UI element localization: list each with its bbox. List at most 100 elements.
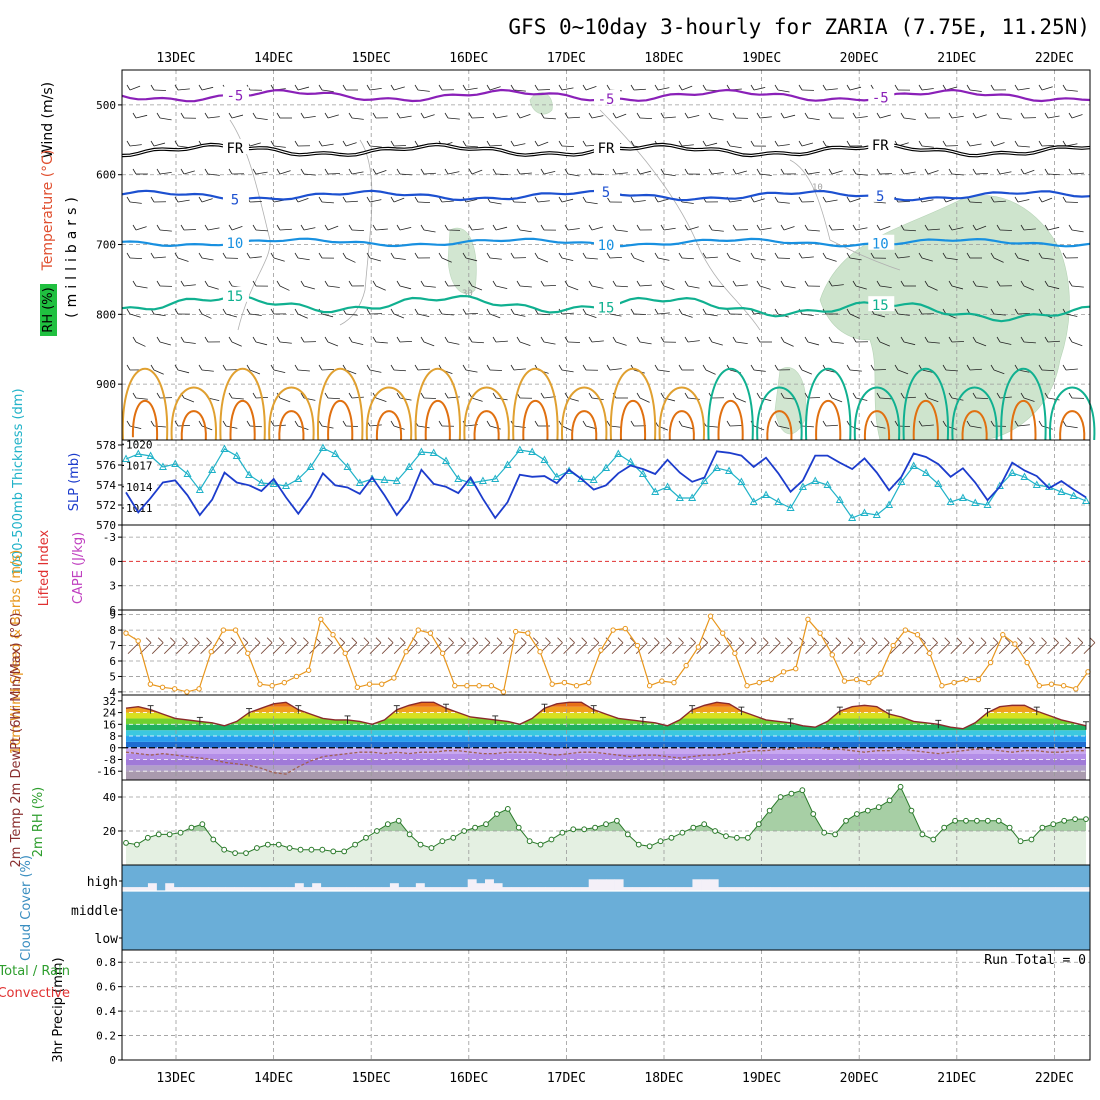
- thickness-point: [343, 462, 352, 470]
- wind-barb-10m-flag: [399, 637, 406, 643]
- thickness-point: [971, 498, 980, 506]
- wind-barb-flag: [942, 84, 947, 91]
- wind-barb-flag: [660, 336, 665, 343]
- wind-barb-flag: [684, 168, 689, 175]
- cloud-high-gap: [692, 879, 702, 891]
- wind-barb-flag: [276, 336, 281, 343]
- wind-barb: [729, 199, 742, 203]
- wind-barb: [897, 256, 910, 259]
- wind-barb-flag: [660, 224, 665, 231]
- wind-barb-10m: [297, 642, 309, 654]
- cloud-high-gap: [934, 887, 944, 891]
- wind-barb: [585, 313, 597, 318]
- wind-barb-10m-flag: [157, 637, 164, 643]
- wind-barb: [279, 285, 290, 291]
- wind-barb: [489, 257, 502, 260]
- isotherm-label-bg: [868, 234, 895, 250]
- wind-barb: [255, 341, 268, 346]
- wind-barb-flag: [942, 364, 947, 371]
- wind-barb-flag: [966, 420, 971, 427]
- cloud-high-gap: [649, 887, 659, 891]
- isotherm-loop: [561, 386, 608, 441]
- wind-barb: [1071, 172, 1084, 175]
- slp-axis-label: SLP (mb): [67, 453, 82, 512]
- rh-point: [690, 824, 697, 831]
- wind-barb-10m-flag: [520, 637, 527, 643]
- cape-axis-label: CAPE (J/kg): [71, 532, 86, 604]
- thickness-point: [811, 476, 820, 484]
- cloud-high-gap: [977, 887, 987, 891]
- wind-barb-flag: [540, 112, 545, 119]
- wind-speed-point: [987, 659, 994, 666]
- wind-barb: [297, 369, 310, 372]
- wind-barb-flag: [630, 196, 635, 203]
- wind-barb: [687, 340, 700, 343]
- thickness-point: [749, 497, 758, 505]
- wind-barb-flag: [948, 280, 953, 287]
- wind-barb-10m: [660, 642, 672, 654]
- cloud-high-gap: [329, 887, 339, 891]
- wind-barb-flag: [174, 364, 179, 371]
- wind-barb-flag: [972, 224, 977, 231]
- thickness-point: [1020, 472, 1029, 480]
- wind-barb: [975, 285, 988, 288]
- wind-barb-10m-flag: [569, 637, 575, 643]
- wind-barb: [303, 173, 316, 176]
- date-label-bottom: 17DEC: [547, 1071, 586, 1086]
- rh-point: [1006, 824, 1013, 831]
- wind-barb: [567, 116, 580, 119]
- wind-barb: [753, 369, 766, 372]
- cloud-high-gap: [485, 879, 494, 891]
- wind-barb-10m-flag: [532, 637, 539, 643]
- wind-barb-flag: [726, 140, 731, 147]
- wind-barb-flag: [198, 308, 203, 315]
- y-tick-label: 574: [96, 479, 116, 492]
- thickness-point: [823, 480, 832, 488]
- wind-speed-point: [488, 683, 495, 689]
- wind-barb-flag: [966, 140, 971, 147]
- isotherm-label: -5: [598, 92, 615, 108]
- wind-barb-flag: [372, 224, 377, 231]
- wind-barb-10m-flag: [871, 637, 878, 643]
- rh-point: [199, 821, 206, 828]
- wind-barb-flag: [804, 224, 809, 231]
- wind-barb-flag: [1020, 224, 1025, 231]
- isotherm-loop: [756, 386, 803, 441]
- cloud-high-gap: [787, 887, 797, 891]
- cloud-high-gap: [130, 887, 140, 891]
- wind-barb-flag: [606, 252, 611, 259]
- wind-barb-10m: [526, 642, 539, 654]
- wind-barb-flag: [156, 112, 161, 119]
- rh-point: [559, 829, 566, 836]
- wind-barb: [711, 285, 724, 287]
- wind-barb-flag: [972, 280, 977, 287]
- isotherm-loop: [121, 367, 169, 441]
- wind-barb: [657, 312, 670, 315]
- temp-band: [126, 730, 1086, 737]
- cloud-high-gap: [701, 879, 711, 891]
- wind-barb: [183, 284, 196, 287]
- cloud-high-gap: [951, 887, 961, 891]
- cloud-high-gap: [147, 883, 157, 891]
- isotherm-label: -5: [872, 91, 889, 107]
- isotherm-loop: [268, 386, 315, 441]
- wind-speed-point: [573, 683, 580, 689]
- wind-speed-point: [464, 683, 470, 689]
- rh-point: [832, 831, 838, 838]
- wind-speed-point: [366, 681, 373, 687]
- wind-barb: [1017, 199, 1030, 203]
- wind-barb-10m: [998, 642, 1011, 654]
- wind-barb: [873, 425, 886, 429]
- wind-barb: [369, 199, 382, 203]
- cloud-high-gap: [450, 887, 460, 891]
- wind-barb-flag: [414, 84, 419, 91]
- wind-barb-flag: [732, 112, 737, 119]
- isotherm-label-bg: [594, 89, 620, 105]
- cloud-fill: [122, 865, 1090, 950]
- wind-barb: [633, 313, 646, 315]
- wind-barb: [543, 171, 556, 175]
- wind-speed-point: [744, 683, 750, 689]
- wind-barb-flag: [534, 308, 539, 315]
- cloud-high-gap: [908, 887, 918, 891]
